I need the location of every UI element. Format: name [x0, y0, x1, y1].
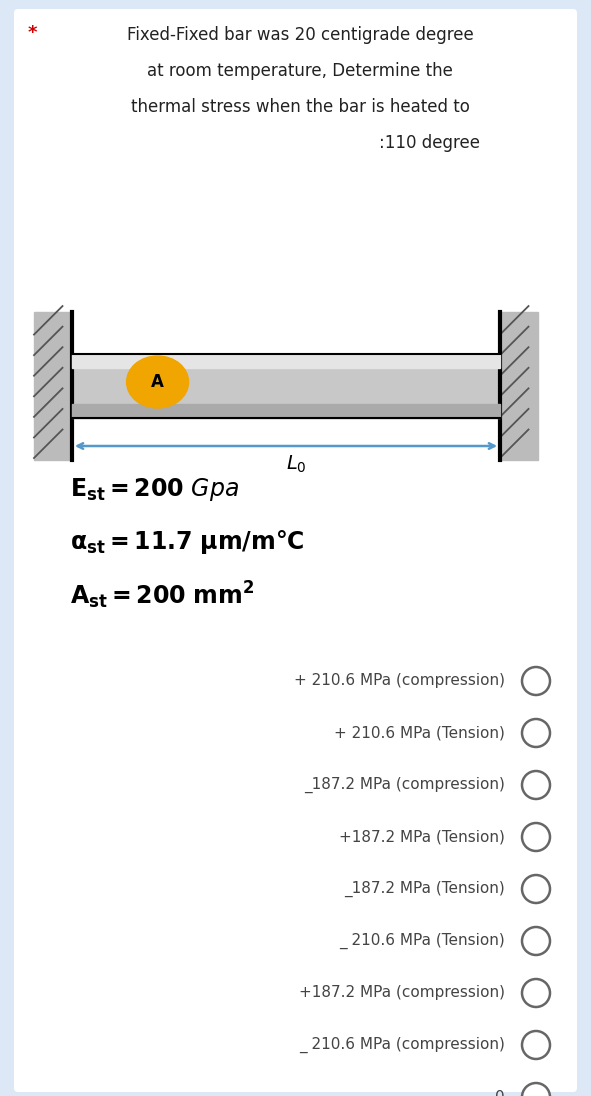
Text: at room temperature, Determine the: at room temperature, Determine the: [147, 62, 453, 80]
Text: 0: 0: [495, 1089, 505, 1096]
Circle shape: [522, 875, 550, 903]
Text: + 210.6 MPa (Tension): + 210.6 MPa (Tension): [334, 726, 505, 741]
Circle shape: [522, 927, 550, 955]
Text: +187.2 MPa (compression): +187.2 MPa (compression): [299, 985, 505, 1001]
Circle shape: [522, 1031, 550, 1059]
Text: +187.2 MPa (Tension): +187.2 MPa (Tension): [339, 830, 505, 845]
Circle shape: [522, 770, 550, 799]
Text: _187.2 MPa (Tension): _187.2 MPa (Tension): [344, 881, 505, 898]
Circle shape: [522, 1083, 550, 1096]
Text: $\mathbf{E_{st}}$$\mathbf{ = 200\ }$$\mathit{Gpa}$: $\mathbf{E_{st}}$$\mathbf{ = 200\ }$$\ma…: [70, 476, 239, 503]
Bar: [34, 312, 72, 460]
Text: Fixed-Fixed bar was 20 centigrade degree: Fixed-Fixed bar was 20 centigrade degree: [126, 26, 473, 44]
Text: _ 210.6 MPa (Tension): _ 210.6 MPa (Tension): [339, 933, 505, 949]
Bar: [500, 312, 538, 460]
Text: _187.2 MPa (compression): _187.2 MPa (compression): [304, 777, 505, 794]
Text: $\mathbf{\alpha_{st}}$$\mathbf{ = 11.7\ \mu m/m°C}$: $\mathbf{\alpha_{st}}$$\mathbf{ = 11.7\ …: [70, 528, 305, 556]
Bar: [72, 354, 500, 368]
Text: *: *: [28, 24, 37, 42]
Text: _ 210.6 MPa (compression): _ 210.6 MPa (compression): [299, 1037, 505, 1053]
FancyBboxPatch shape: [14, 9, 577, 1092]
Circle shape: [522, 667, 550, 695]
Text: $L_0$: $L_0$: [285, 454, 306, 476]
Ellipse shape: [126, 356, 189, 408]
Bar: [72, 403, 500, 418]
Text: A: A: [151, 373, 164, 391]
Circle shape: [522, 979, 550, 1007]
Circle shape: [522, 719, 550, 747]
Text: thermal stress when the bar is heated to: thermal stress when the bar is heated to: [131, 98, 469, 116]
Text: + 210.6 MPa (compression): + 210.6 MPa (compression): [294, 674, 505, 688]
Text: $\mathbf{A_{st}}$$\mathbf{ = 200\ mm^2}$: $\mathbf{A_{st}}$$\mathbf{ = 200\ mm^2}$: [70, 580, 255, 612]
Bar: [72, 354, 500, 418]
Text: :110 degree: :110 degree: [379, 134, 480, 152]
Circle shape: [522, 823, 550, 850]
